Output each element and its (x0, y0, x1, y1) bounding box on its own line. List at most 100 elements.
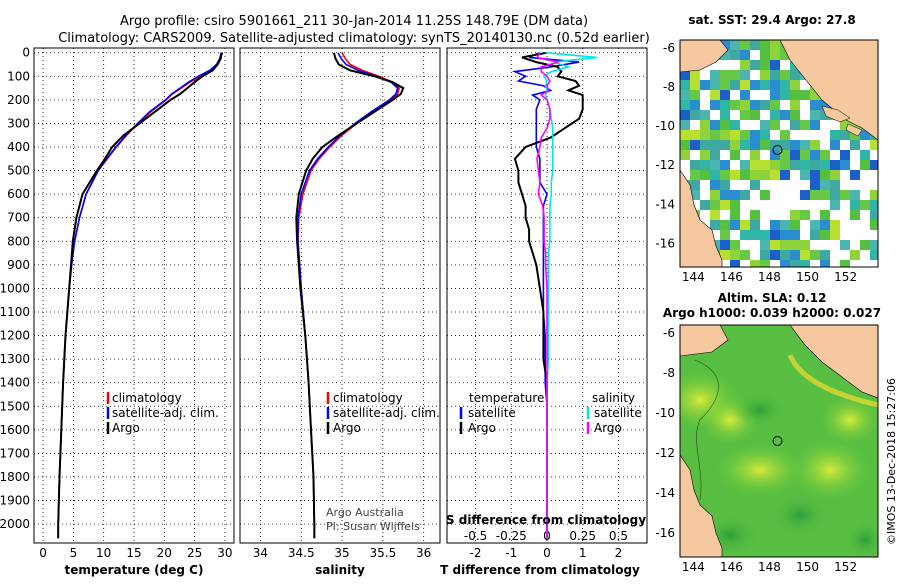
sst-cell (710, 220, 720, 230)
sst-cell (760, 250, 770, 260)
temperature-legend: climatology satellite-adj. clim. Argo (106, 391, 219, 435)
sst-cell (860, 240, 870, 250)
depth-tick-label: 1900 (0, 494, 30, 508)
sst-cell (740, 110, 750, 120)
legend-label: Argo (594, 421, 622, 435)
x-tick-label: -1 (505, 546, 517, 560)
sst-cell (720, 90, 730, 100)
sst-cell (780, 220, 790, 230)
sst-cell (740, 130, 750, 140)
sst-cell (870, 190, 878, 200)
x-tick-label: 34 (253, 546, 268, 560)
sst-cell (810, 140, 820, 150)
sst-cell (850, 250, 860, 260)
credit-line-2: PI: Susan Wijffels (326, 520, 420, 533)
sst-cell (780, 70, 790, 80)
sst-cell (700, 140, 710, 150)
sst-cell (730, 200, 740, 210)
sst-cell (820, 250, 830, 260)
sst-cell (860, 200, 870, 210)
sst-cell (720, 100, 730, 110)
sst-cell (790, 160, 800, 170)
legend-heading-salinity: salinity (592, 391, 635, 405)
map-y-tick-label: -10 (655, 406, 675, 420)
sst-cell (720, 180, 730, 190)
depth-tick-label: 500 (7, 164, 30, 178)
sst-cell (690, 180, 700, 190)
sst-cell (730, 220, 740, 230)
sst-cell (850, 130, 860, 140)
sst-cell (740, 230, 750, 240)
sst-cell (850, 210, 860, 220)
sst-cell (820, 210, 830, 220)
map-y-tick-label: -16 (655, 237, 675, 251)
sst-cell (840, 240, 850, 250)
sst-cell (830, 160, 840, 170)
sst-cell (710, 120, 720, 130)
sst-cell (770, 240, 780, 250)
x-tick-label: 20 (157, 546, 172, 560)
sst-cell (790, 120, 800, 130)
profile-location-marker (772, 436, 783, 446)
sst-cell (730, 240, 740, 250)
sst-cell (850, 190, 860, 200)
sst-cell (720, 200, 730, 210)
sst-cell (820, 180, 830, 190)
land-new-guinea-west (680, 40, 729, 73)
sst-cell (730, 170, 740, 180)
legend-label: satellite (594, 406, 642, 420)
sst-map-title: sat. SST: 29.4 Argo: 27.8 (688, 13, 855, 27)
x-tick-label: 2 (615, 546, 623, 560)
sst-cell (800, 120, 810, 130)
map-y-tick-label: -14 (655, 486, 675, 500)
depth-tick-label: 1800 (0, 470, 30, 484)
sst-cell (800, 250, 810, 260)
sst-cell (800, 140, 810, 150)
sst-cell (690, 110, 700, 120)
sla-map (679, 324, 879, 558)
sst-cell (770, 60, 780, 70)
legend-label: satellite (468, 406, 516, 420)
sst-cell (860, 130, 870, 140)
legend-label: Argo (468, 421, 496, 435)
depth-tick-label: 700 (7, 211, 30, 225)
legend-label: satellite-adj. clim. (333, 406, 440, 420)
sst-cell (740, 40, 750, 50)
x-tick-label: 1 (579, 546, 587, 560)
sst-cell (730, 210, 740, 220)
sst-cell (750, 80, 760, 90)
sst-cell (810, 160, 820, 170)
sst-cell (760, 230, 770, 240)
sst-cell (700, 150, 710, 160)
sst-cell (750, 110, 760, 120)
sst-cell (710, 130, 720, 140)
depth-tick-label: 800 (7, 234, 30, 248)
sst-cell (690, 130, 700, 140)
sst-cell (770, 110, 780, 120)
x-tick-label: 0 (543, 546, 551, 560)
sst-cell (710, 200, 720, 210)
sst-cell (710, 70, 720, 80)
sst-cell (760, 50, 770, 60)
sst-cell (720, 80, 730, 90)
credit-line-1: Argo Australia (326, 506, 404, 519)
map-y-tick-label: -6 (663, 326, 675, 340)
sst-cell (820, 260, 830, 267)
sst-cell (720, 190, 730, 200)
sla-map-title-line-2: Argo h1000: 0.039 h2000: 0.027 (663, 306, 881, 320)
sst-cell (760, 140, 770, 150)
x-tick-label: 25 (187, 546, 202, 560)
sst-cell (830, 130, 840, 140)
sst-cell (800, 160, 810, 170)
sst-cell (820, 190, 830, 200)
x-tick-label: 36 (416, 546, 431, 560)
sst-cell (740, 100, 750, 110)
sst-cell (680, 90, 690, 100)
sst-cell (770, 250, 780, 260)
x-tick-label: 35.5 (369, 546, 396, 560)
sst-cell (840, 160, 850, 170)
sst-cell (740, 140, 750, 150)
sst-cell (830, 180, 840, 190)
x-tick-label: 35 (334, 546, 349, 560)
